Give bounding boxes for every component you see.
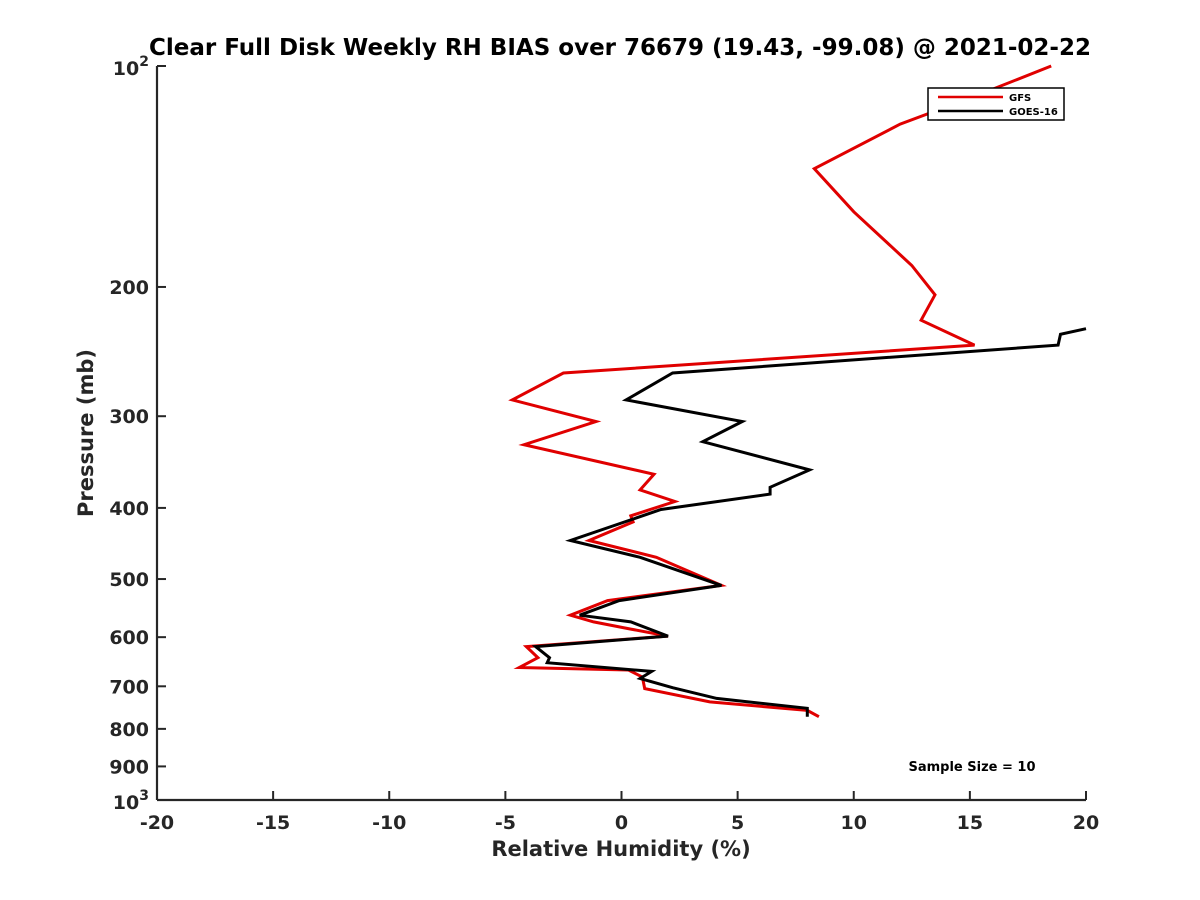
y-tick-label: 600 (109, 627, 149, 649)
series-line-gfs (508, 64, 1052, 719)
y-tick-label: 500 (109, 569, 149, 591)
y-axis-label: Pressure (mb) (74, 349, 98, 517)
x-tick-label: -10 (372, 812, 406, 834)
legend-box (927, 87, 1065, 121)
x-tick-label: -20 (140, 812, 174, 834)
y-tick-label: 300 (109, 406, 149, 428)
legend: GFS GOES-16 (927, 87, 1065, 121)
series-layer (508, 64, 1087, 719)
x-tick-label: 15 (957, 812, 983, 834)
y-tick-label: 102 (113, 54, 149, 80)
y-tick-label: 900 (109, 756, 149, 778)
x-tick-label: 0 (615, 812, 628, 834)
legend-label-goes16: GOES-16 (1009, 107, 1058, 118)
legend-label-gfs: GFS (1009, 93, 1031, 104)
x-axis-ticks: -20 -15 -10 -5 0 5 10 15 20 (140, 791, 1099, 834)
chart-title: Clear Full Disk Weekly RH BIAS over 7667… (149, 35, 1091, 61)
y-tick-label: 200 (109, 277, 149, 299)
series-line-goes16 (531, 327, 1087, 717)
sample-size-annotation: Sample Size = 10 (908, 760, 1035, 775)
x-tick-label: 5 (731, 812, 744, 834)
y-axis-ticks: 102 200 300 400 500 600 700 800 900 103 (109, 54, 166, 814)
x-axis-label: Relative Humidity (%) (491, 837, 750, 861)
x-tick-label: 20 (1073, 812, 1099, 834)
y-tick-label: 700 (109, 676, 149, 698)
x-tick-label: 10 (841, 812, 867, 834)
x-tick-label: -15 (256, 812, 290, 834)
y-tick-label: 400 (109, 498, 149, 520)
y-tick-label: 800 (109, 719, 149, 741)
x-tick-label: -5 (495, 812, 516, 834)
y-tick-label: 103 (113, 788, 149, 814)
